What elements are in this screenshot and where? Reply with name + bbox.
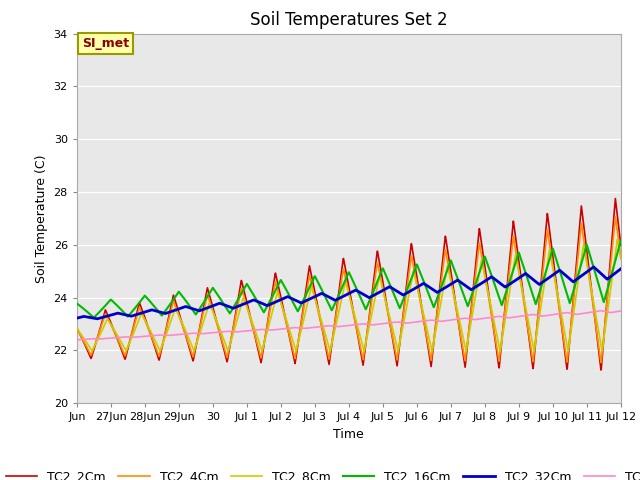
TC2_8Cm bbox=[127, 336, 135, 342]
TC2_16Cm bbox=[513, 256, 520, 262]
TC2_2Cm bbox=[513, 240, 520, 246]
TC2_4Cm bbox=[617, 253, 625, 259]
TC2_4Cm bbox=[543, 229, 551, 235]
TC2_4Cm bbox=[127, 333, 135, 339]
TC2_2Cm bbox=[244, 306, 252, 312]
Line: TC2_50Cm: TC2_50Cm bbox=[77, 311, 621, 340]
TC2_8Cm bbox=[609, 267, 617, 273]
TC2_32Cm bbox=[513, 276, 520, 282]
TC2_4Cm bbox=[597, 360, 605, 365]
Text: SI_met: SI_met bbox=[82, 37, 129, 50]
Legend: TC2_2Cm, TC2_4Cm, TC2_8Cm, TC2_16Cm, TC2_32Cm, TC2_50Cm: TC2_2Cm, TC2_4Cm, TC2_8Cm, TC2_16Cm, TC2… bbox=[1, 465, 640, 480]
TC2_8Cm bbox=[381, 296, 389, 302]
TC2_2Cm bbox=[127, 333, 135, 339]
TC2_16Cm bbox=[127, 310, 135, 315]
TC2_8Cm bbox=[73, 325, 81, 331]
TC2_16Cm bbox=[245, 284, 253, 290]
TC2_8Cm bbox=[617, 256, 625, 262]
TC2_2Cm bbox=[612, 196, 620, 202]
TC2_50Cm bbox=[244, 328, 252, 334]
TC2_4Cm bbox=[244, 310, 252, 315]
TC2_2Cm bbox=[609, 222, 617, 228]
TC2_4Cm bbox=[381, 298, 389, 303]
TC2_16Cm bbox=[73, 300, 81, 306]
X-axis label: Time: Time bbox=[333, 428, 364, 441]
Y-axis label: Soil Temperature (C): Soil Temperature (C) bbox=[35, 154, 48, 283]
TC2_32Cm bbox=[590, 264, 598, 270]
TC2_50Cm bbox=[381, 321, 389, 326]
TC2_4Cm bbox=[513, 252, 520, 258]
TC2_32Cm bbox=[127, 313, 135, 319]
TC2_2Cm bbox=[543, 213, 551, 219]
TC2_2Cm bbox=[73, 325, 81, 331]
TC2_16Cm bbox=[543, 264, 551, 270]
TC2_32Cm bbox=[543, 276, 551, 282]
TC2_16Cm bbox=[381, 272, 389, 277]
Line: TC2_4Cm: TC2_4Cm bbox=[77, 216, 621, 362]
Line: TC2_16Cm: TC2_16Cm bbox=[77, 240, 621, 318]
TC2_8Cm bbox=[543, 261, 551, 266]
TC2_50Cm bbox=[127, 334, 135, 340]
TC2_8Cm bbox=[614, 237, 621, 242]
TC2_8Cm bbox=[513, 257, 520, 263]
TC2_4Cm bbox=[609, 236, 617, 242]
Line: TC2_2Cm: TC2_2Cm bbox=[77, 199, 621, 370]
TC2_2Cm bbox=[597, 367, 605, 373]
TC2_50Cm bbox=[513, 314, 520, 320]
TC2_16Cm bbox=[90, 315, 98, 321]
TC2_2Cm bbox=[617, 242, 625, 248]
Line: TC2_8Cm: TC2_8Cm bbox=[77, 240, 621, 351]
TC2_32Cm bbox=[381, 286, 389, 292]
TC2_8Cm bbox=[531, 348, 538, 354]
TC2_50Cm bbox=[609, 309, 617, 315]
TC2_8Cm bbox=[244, 309, 252, 314]
TC2_4Cm bbox=[612, 214, 620, 219]
TC2_32Cm bbox=[245, 299, 253, 305]
TC2_32Cm bbox=[617, 266, 625, 272]
TC2_50Cm bbox=[73, 337, 81, 343]
Line: TC2_32Cm: TC2_32Cm bbox=[77, 267, 621, 319]
TC2_16Cm bbox=[617, 238, 625, 243]
TC2_50Cm bbox=[543, 312, 551, 318]
TC2_50Cm bbox=[617, 308, 625, 314]
TC2_32Cm bbox=[93, 316, 101, 322]
TC2_16Cm bbox=[609, 265, 617, 271]
TC2_2Cm bbox=[381, 293, 389, 299]
TC2_32Cm bbox=[73, 315, 81, 321]
TC2_32Cm bbox=[610, 272, 618, 277]
Title: Soil Temperatures Set 2: Soil Temperatures Set 2 bbox=[250, 11, 447, 29]
TC2_50Cm bbox=[596, 308, 604, 313]
TC2_4Cm bbox=[73, 326, 81, 332]
